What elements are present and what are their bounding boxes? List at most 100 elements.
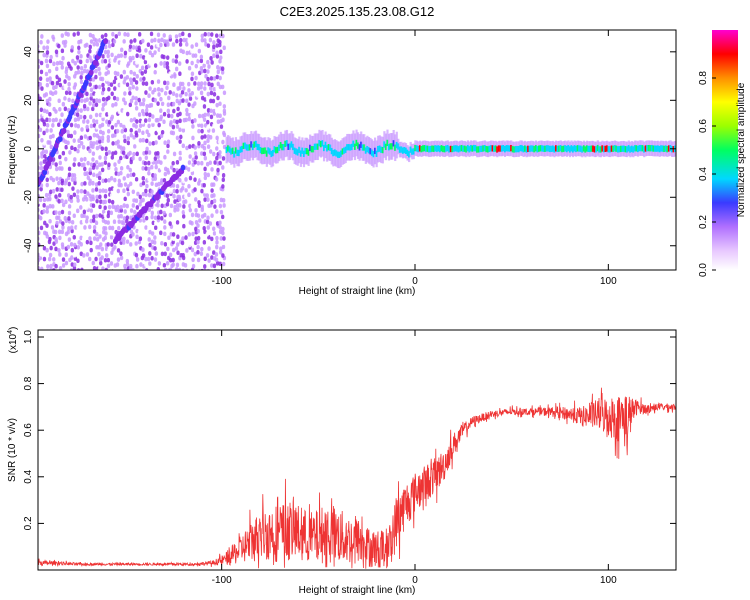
heatmap-cell bbox=[571, 146, 575, 153]
heatmap-cell bbox=[208, 160, 213, 166]
heatmap-cell bbox=[536, 146, 539, 153]
heatmap-cell bbox=[511, 146, 514, 153]
heatmap-cell bbox=[42, 256, 47, 262]
y-tick-label: 40 bbox=[23, 46, 34, 58]
heatmap-cell bbox=[98, 139, 102, 144]
heatmap-cell bbox=[425, 145, 428, 152]
heatmap-cell bbox=[170, 113, 174, 119]
heatmap-cell bbox=[199, 54, 204, 60]
heatmap-cell bbox=[67, 216, 71, 221]
heatmap-cell bbox=[58, 266, 63, 270]
heatmap-cell bbox=[206, 172, 211, 178]
heatmap-cell bbox=[79, 205, 83, 210]
snr-panel: -100 0 100 0.20.40.60.81.0 Height of strai… bbox=[7, 327, 677, 596]
heatmap-cell bbox=[203, 268, 207, 270]
heatmap-cell bbox=[65, 66, 69, 72]
heatmap-cell bbox=[135, 60, 139, 65]
heatmap-cell bbox=[115, 96, 120, 102]
heatmap-cell bbox=[275, 147, 278, 154]
heatmap-cell bbox=[42, 45, 46, 51]
heatmap-cell bbox=[58, 192, 62, 198]
heatmap-cell bbox=[568, 146, 572, 153]
heatmap-cell bbox=[218, 203, 223, 209]
heatmap-cell bbox=[107, 198, 112, 204]
heatmap-cell bbox=[103, 58, 108, 64]
heatmap-cell bbox=[147, 150, 152, 155]
heatmap-cell bbox=[128, 91, 132, 96]
heatmap-cell bbox=[168, 267, 173, 270]
spectrogram-frame bbox=[37, 29, 677, 271]
heatmap-cell bbox=[63, 96, 67, 101]
heatmap-cell bbox=[106, 70, 111, 75]
heatmap-cell bbox=[106, 257, 111, 263]
heatmap-cell bbox=[110, 199, 115, 205]
heatmap-cell bbox=[104, 44, 108, 50]
heatmap-cell bbox=[76, 208, 80, 214]
heatmap-cell bbox=[107, 111, 112, 117]
heatmap-cell bbox=[46, 268, 50, 270]
heatmap-cell bbox=[103, 235, 108, 241]
heatmap-cell bbox=[584, 146, 587, 153]
heatmap-cell bbox=[60, 112, 64, 118]
heatmap-cell bbox=[88, 32, 93, 38]
heatmap-cell bbox=[165, 193, 170, 199]
heatmap-cell bbox=[80, 127, 84, 132]
heatmap-cell bbox=[460, 144, 463, 152]
heatmap-cell bbox=[108, 187, 112, 192]
heatmap-cell bbox=[218, 75, 222, 81]
heatmap-cell bbox=[629, 146, 632, 153]
heatmap-cell bbox=[206, 76, 210, 82]
heatmap-cell bbox=[82, 253, 86, 258]
heatmap-cell bbox=[209, 56, 213, 61]
heatmap-cell bbox=[480, 145, 483, 152]
heatmap-cell bbox=[162, 54, 166, 60]
heatmap-cell bbox=[148, 112, 152, 118]
heatmap-cell bbox=[259, 146, 262, 154]
heatmap-cell bbox=[129, 69, 133, 75]
heatmap-cell bbox=[150, 157, 154, 163]
heatmap-cell bbox=[66, 244, 71, 250]
heatmap-cell bbox=[106, 128, 111, 134]
heatmap-cell bbox=[587, 145, 590, 153]
heatmap-cell bbox=[123, 100, 128, 106]
heatmap-cell bbox=[69, 122, 74, 128]
heatmap-cell bbox=[203, 38, 207, 43]
heatmap-cell bbox=[64, 59, 68, 65]
heatmap-cell bbox=[83, 114, 87, 120]
heatmap-cell bbox=[95, 198, 99, 204]
heatmap-cell bbox=[134, 130, 138, 136]
heatmap-cell bbox=[69, 242, 74, 247]
heatmap-cell bbox=[203, 229, 207, 235]
heatmap-cell bbox=[525, 146, 528, 153]
heatmap-cell bbox=[104, 151, 109, 157]
heatmap-cell bbox=[103, 226, 108, 231]
heatmap-cell bbox=[63, 84, 67, 90]
heatmap-cell bbox=[367, 147, 371, 154]
heatmap-cell bbox=[304, 147, 307, 155]
heatmap-cell bbox=[196, 244, 200, 250]
heatmap-cell bbox=[545, 145, 548, 152]
heatmap-cell bbox=[219, 236, 223, 241]
heatmap-cell bbox=[174, 246, 179, 251]
heatmap-cell bbox=[140, 108, 145, 114]
heatmap-cell bbox=[151, 114, 155, 119]
heatmap-cell bbox=[664, 145, 667, 152]
heatmap-cell bbox=[88, 167, 92, 172]
heatmap-cell bbox=[70, 177, 75, 182]
heatmap-cell bbox=[171, 58, 176, 64]
heatmap-cell bbox=[486, 146, 490, 153]
heatmap-cell bbox=[51, 188, 56, 194]
heatmap-cell bbox=[45, 82, 50, 88]
heatmap-cell bbox=[63, 106, 68, 112]
heatmap-cell bbox=[217, 127, 222, 133]
heatmap-cell bbox=[203, 212, 207, 218]
heatmap-cell bbox=[150, 70, 154, 75]
heatmap-cell bbox=[48, 196, 52, 202]
heatmap-cell bbox=[88, 170, 93, 176]
heatmap-cell bbox=[97, 84, 102, 90]
heatmap-cell bbox=[148, 251, 152, 256]
heatmap-cell bbox=[181, 124, 186, 129]
heatmap-cell bbox=[609, 146, 612, 153]
heatmap-cell bbox=[84, 218, 89, 224]
heatmap-cell bbox=[131, 84, 135, 90]
